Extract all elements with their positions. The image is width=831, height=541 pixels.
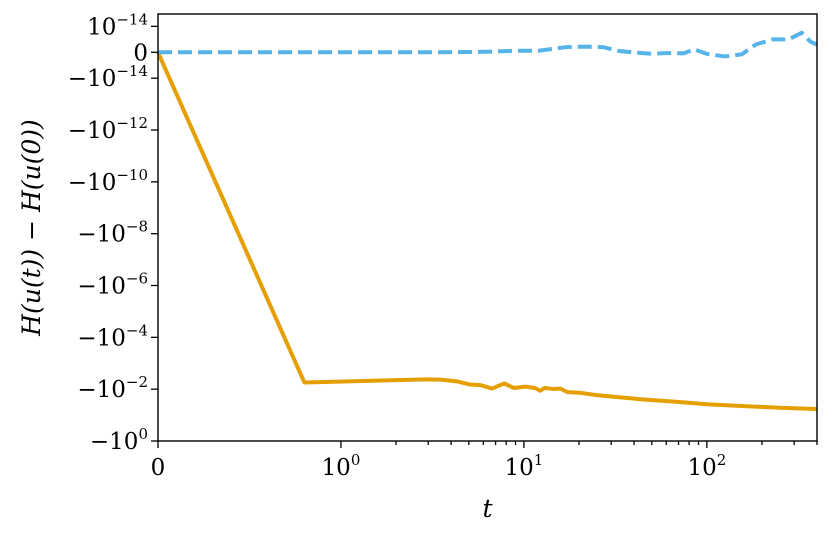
y-tick-label: 10−14 — [87, 10, 148, 40]
series-line-2 — [158, 30, 818, 59]
x-tick-label: 0 — [151, 455, 166, 481]
y-tick-label: −10−8 — [77, 218, 148, 248]
y-tick-label: 0 — [133, 40, 148, 66]
series-line-1 — [156, 51, 818, 411]
y-tick-label: −10−12 — [68, 114, 148, 144]
x-tick-label: 100 — [322, 451, 361, 481]
plot-frame — [157, 13, 818, 442]
ticks-layer: 0 100 101 10210−140−10−14−10−12−10−10−10−8−… — [68, 10, 818, 481]
y-tick-label: −10−10 — [68, 166, 148, 196]
y-tick-label: −10−4 — [77, 321, 148, 351]
series-layer — [156, 30, 818, 411]
y-tick-label: −10−14 — [68, 62, 148, 92]
x-tick-label: 102 — [687, 451, 726, 481]
y-tick-label: −10−2 — [77, 373, 148, 403]
x-tick-label: 101 — [504, 451, 543, 481]
x-axis-label: t — [482, 494, 493, 523]
y-axis-label: H(u(t)) − H(u(0)) — [17, 119, 46, 337]
y-tick-label: −100 — [90, 425, 148, 455]
y-tick-label: −10−6 — [77, 270, 148, 300]
